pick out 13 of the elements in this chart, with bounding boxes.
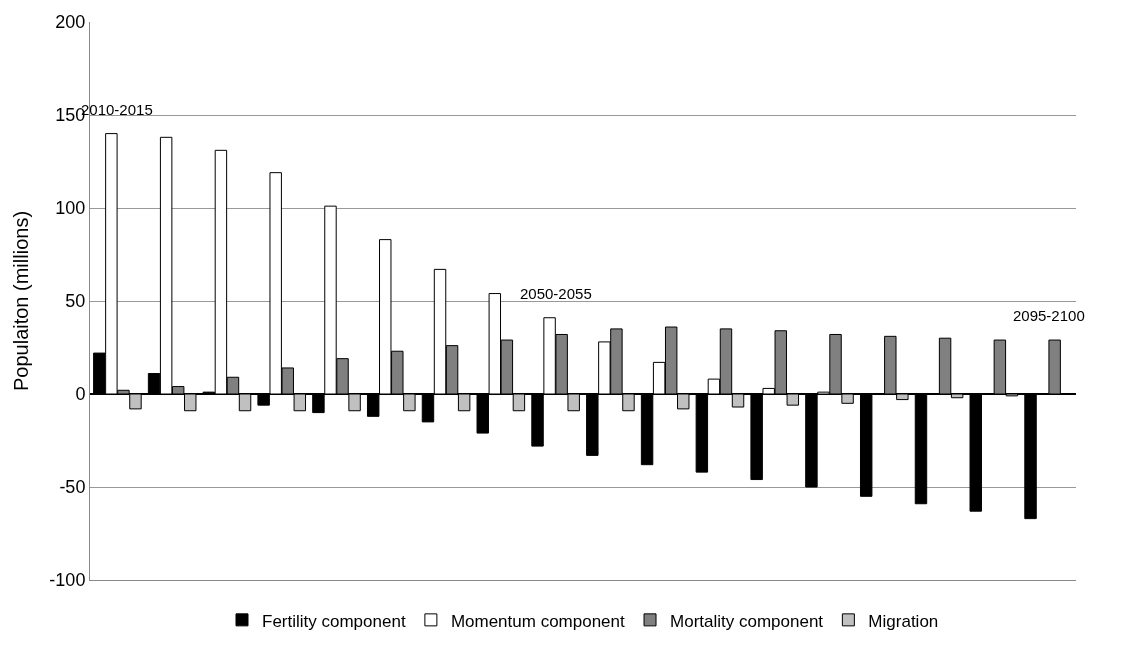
x-tick-label: 2050-2055 (520, 285, 592, 302)
x-tick-label: 2095-2100 (1013, 307, 1085, 324)
y-tick-label: 100 (55, 198, 86, 219)
y-axis-title: Populaiton (millions) (9, 210, 32, 392)
y-tick-label: 0 (75, 384, 86, 405)
legend-label: Fertility component (262, 611, 406, 631)
y-tick-label: -100 (49, 570, 86, 591)
y-tick-label: 200 (55, 12, 86, 33)
legend-label: Mortality component (670, 611, 824, 631)
y-tick-label: 50 (65, 291, 86, 312)
y-tick-label: -50 (59, 477, 86, 498)
legend-label: Migration (868, 611, 939, 631)
legend-label: Momentum component (450, 611, 626, 631)
